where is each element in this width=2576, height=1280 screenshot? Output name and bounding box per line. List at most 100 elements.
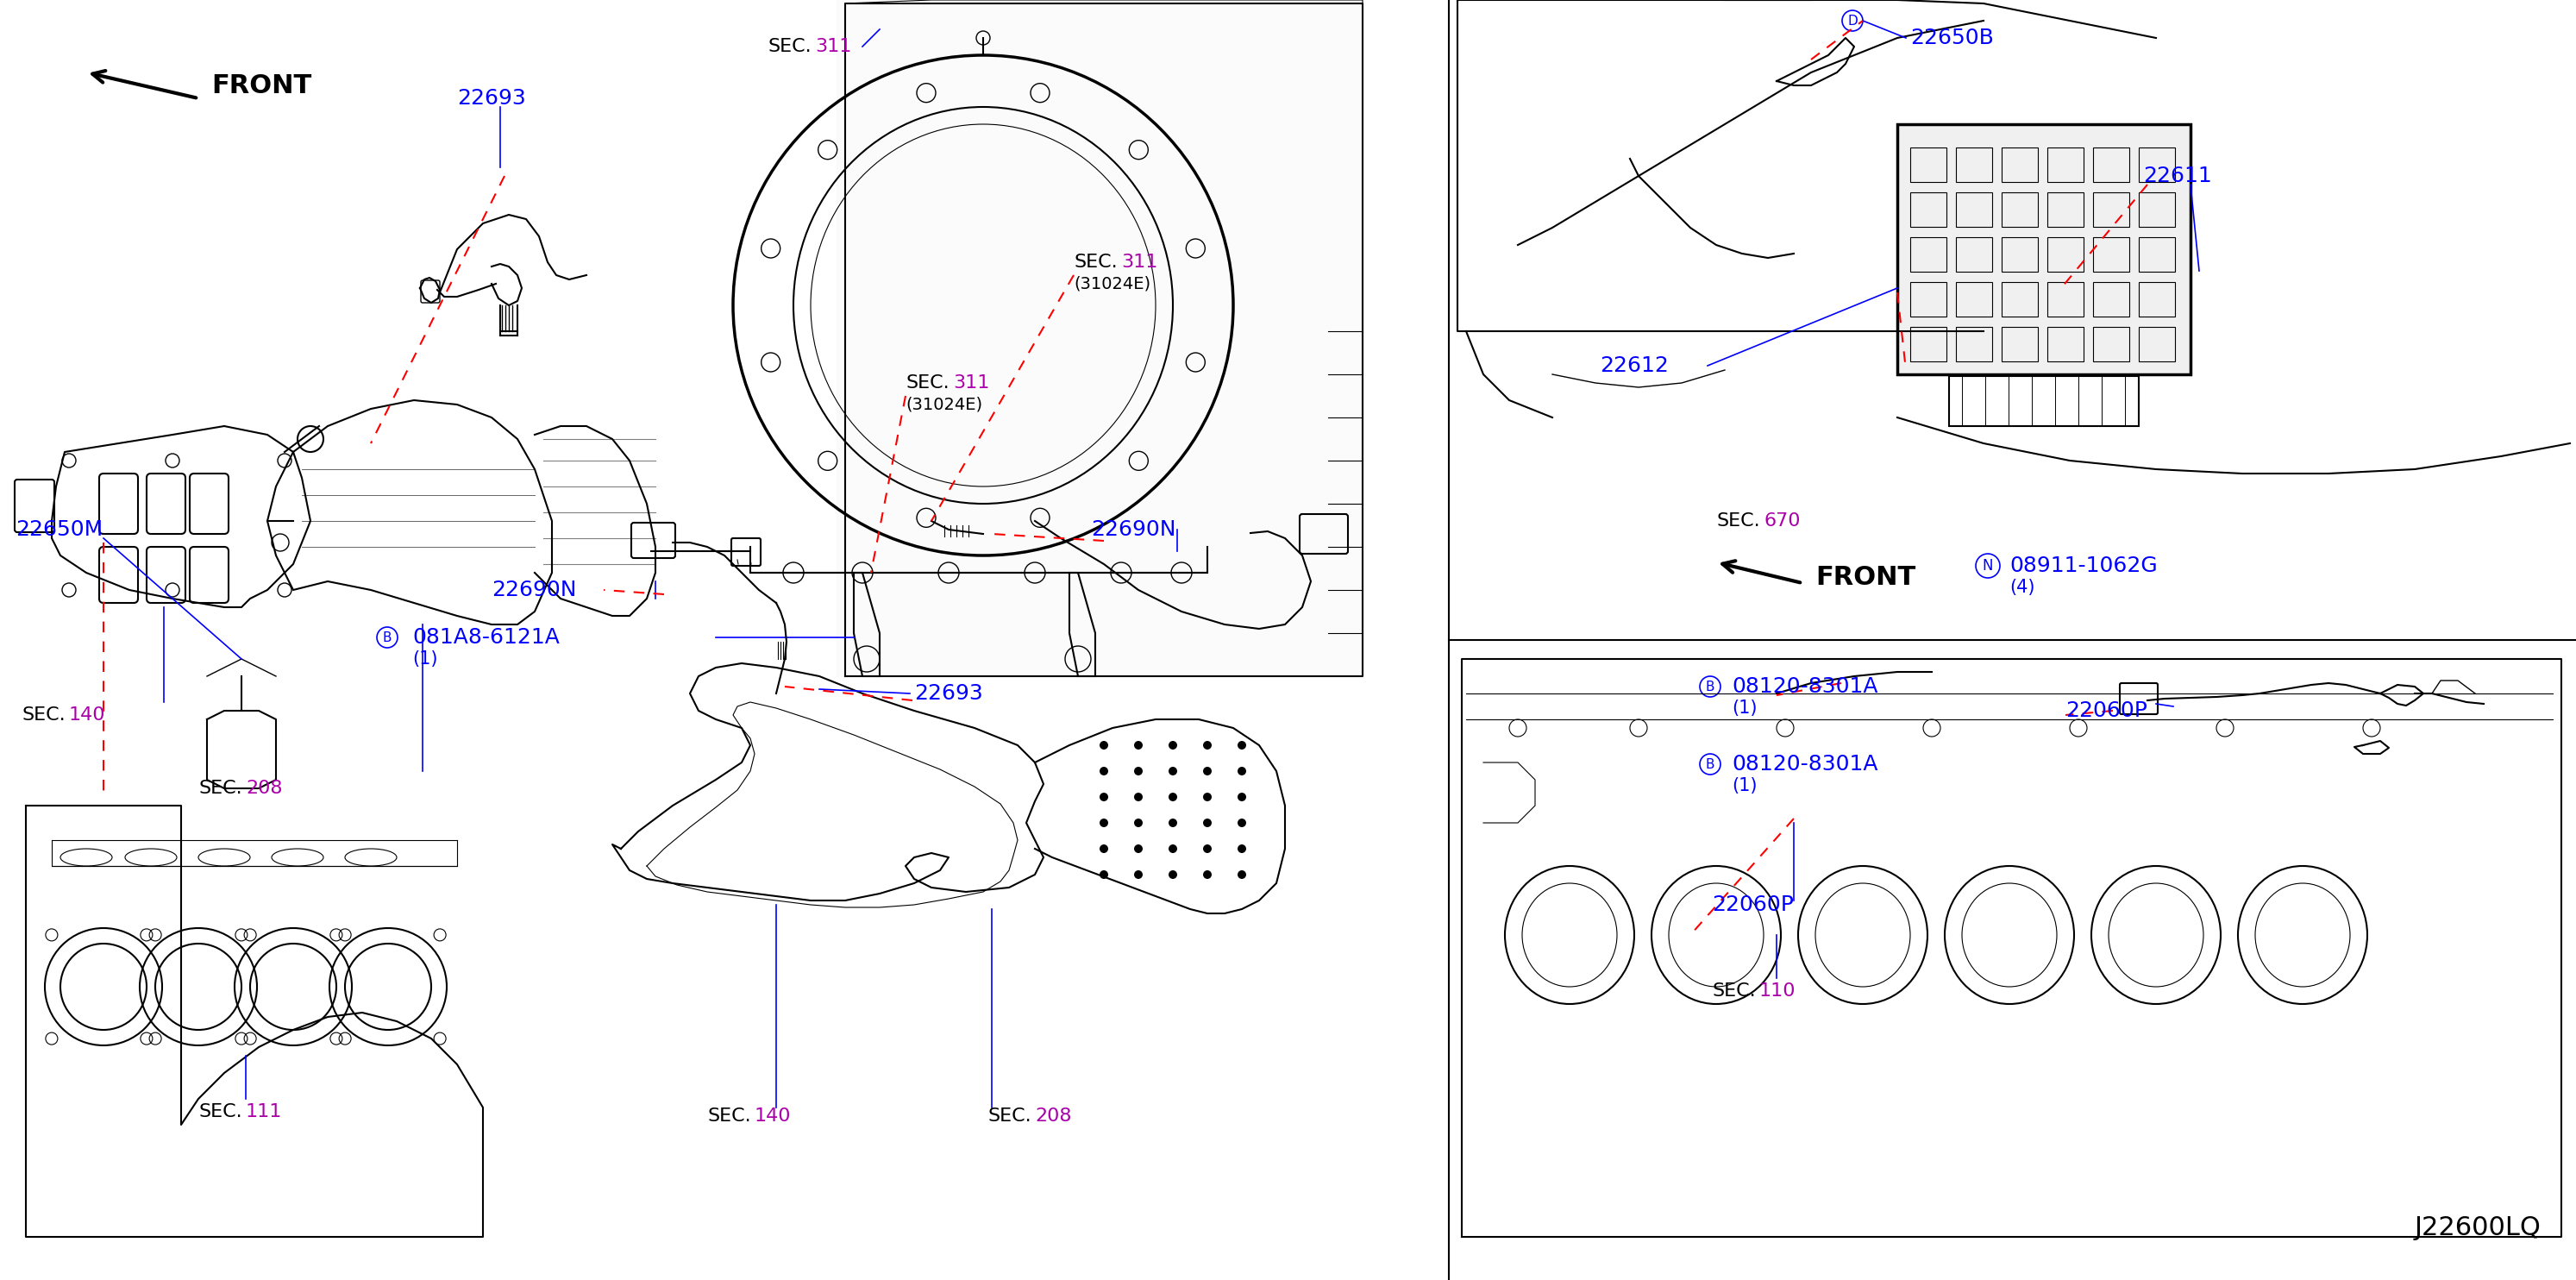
Text: SEC.: SEC. <box>21 707 64 723</box>
Circle shape <box>1100 767 1108 776</box>
Bar <box>2048 282 2084 316</box>
Text: 670: 670 <box>1765 512 1801 530</box>
Circle shape <box>1133 767 1144 776</box>
Text: FRONT: FRONT <box>211 73 312 97</box>
Text: 08120-8301A: 08120-8301A <box>1731 676 1878 696</box>
Bar <box>2048 326 2084 361</box>
Circle shape <box>1133 818 1144 827</box>
Circle shape <box>1170 741 1177 750</box>
Circle shape <box>1236 845 1247 852</box>
Text: 08120-8301A: 08120-8301A <box>1731 754 1878 774</box>
Circle shape <box>1100 845 1108 852</box>
Text: 22690N: 22690N <box>492 580 577 600</box>
Text: 110: 110 <box>1759 983 1795 1000</box>
Polygon shape <box>837 0 1363 676</box>
Circle shape <box>1236 767 1247 776</box>
Bar <box>1955 237 1991 271</box>
Bar <box>2138 192 2174 227</box>
Bar <box>1911 237 1947 271</box>
Bar <box>1899 124 2190 374</box>
Text: 22650M: 22650M <box>15 520 103 540</box>
Circle shape <box>1203 845 1211 852</box>
Text: SEC.: SEC. <box>907 374 948 392</box>
Bar <box>2094 192 2130 227</box>
Text: J22600LQ: J22600LQ <box>2414 1216 2543 1240</box>
Bar <box>2094 326 2130 361</box>
Bar <box>1911 282 1947 316</box>
Bar <box>2094 237 2130 271</box>
Circle shape <box>1170 818 1177 827</box>
Bar <box>1911 147 1947 182</box>
Circle shape <box>1236 818 1247 827</box>
Text: 311: 311 <box>953 374 989 392</box>
Bar <box>2094 282 2130 316</box>
Text: 22060P: 22060P <box>2066 700 2148 721</box>
Text: 22693: 22693 <box>914 684 984 704</box>
Circle shape <box>1170 792 1177 801</box>
Text: SEC.: SEC. <box>987 1107 1030 1125</box>
Text: 311: 311 <box>814 38 853 55</box>
Bar <box>2048 192 2084 227</box>
Text: 22612: 22612 <box>1600 356 1669 376</box>
Circle shape <box>1203 741 1211 750</box>
Circle shape <box>1133 845 1144 852</box>
Circle shape <box>1170 767 1177 776</box>
Bar <box>2138 147 2174 182</box>
Bar <box>1911 192 1947 227</box>
Circle shape <box>1100 818 1108 827</box>
Text: 22060P: 22060P <box>1713 895 1793 915</box>
Bar <box>1955 147 1991 182</box>
Text: SEC.: SEC. <box>1716 512 1759 530</box>
Text: (31024E): (31024E) <box>907 397 981 412</box>
Bar <box>1911 326 1947 361</box>
Circle shape <box>1236 870 1247 879</box>
Text: 208: 208 <box>1036 1107 1072 1125</box>
Bar <box>2002 326 2038 361</box>
Circle shape <box>1170 870 1177 879</box>
Text: B: B <box>1705 758 1716 771</box>
Circle shape <box>1203 818 1211 827</box>
Bar <box>2048 237 2084 271</box>
Text: B: B <box>384 631 392 644</box>
Text: FRONT: FRONT <box>1816 564 1917 590</box>
Text: SEC.: SEC. <box>768 38 811 55</box>
Text: 081A8-6121A: 081A8-6121A <box>412 627 559 648</box>
Text: 22693: 22693 <box>456 88 526 109</box>
Text: 140: 140 <box>70 707 106 723</box>
Text: SEC.: SEC. <box>1713 983 1754 1000</box>
Text: D: D <box>1847 14 1857 27</box>
Circle shape <box>1100 792 1108 801</box>
Text: SEC.: SEC. <box>198 1103 242 1120</box>
Text: 22611: 22611 <box>2143 165 2213 187</box>
Text: 208: 208 <box>245 780 283 797</box>
Text: SEC.: SEC. <box>198 780 242 797</box>
Circle shape <box>1133 870 1144 879</box>
Circle shape <box>1203 767 1211 776</box>
Text: 311: 311 <box>1121 253 1157 271</box>
Bar <box>1955 192 1991 227</box>
Text: 111: 111 <box>245 1103 283 1120</box>
Circle shape <box>1133 741 1144 750</box>
Circle shape <box>1100 870 1108 879</box>
Text: (1): (1) <box>1731 699 1757 717</box>
Text: SEC.: SEC. <box>708 1107 750 1125</box>
Bar <box>1950 376 2138 426</box>
Text: N: N <box>1984 558 1994 573</box>
Bar <box>2138 326 2174 361</box>
Bar <box>2094 147 2130 182</box>
Bar <box>2002 192 2038 227</box>
Circle shape <box>1236 792 1247 801</box>
Circle shape <box>1236 741 1247 750</box>
Text: (1): (1) <box>412 650 438 668</box>
Text: (1): (1) <box>1731 777 1757 795</box>
Text: 08911-1062G: 08911-1062G <box>2009 556 2159 576</box>
Bar <box>2002 282 2038 316</box>
Text: 22650B: 22650B <box>1911 28 1994 49</box>
Bar <box>2138 237 2174 271</box>
Bar <box>2002 237 2038 271</box>
Bar <box>1955 326 1991 361</box>
Bar <box>2138 282 2174 316</box>
Circle shape <box>1203 870 1211 879</box>
Bar <box>2048 147 2084 182</box>
Text: (4): (4) <box>2009 579 2035 596</box>
